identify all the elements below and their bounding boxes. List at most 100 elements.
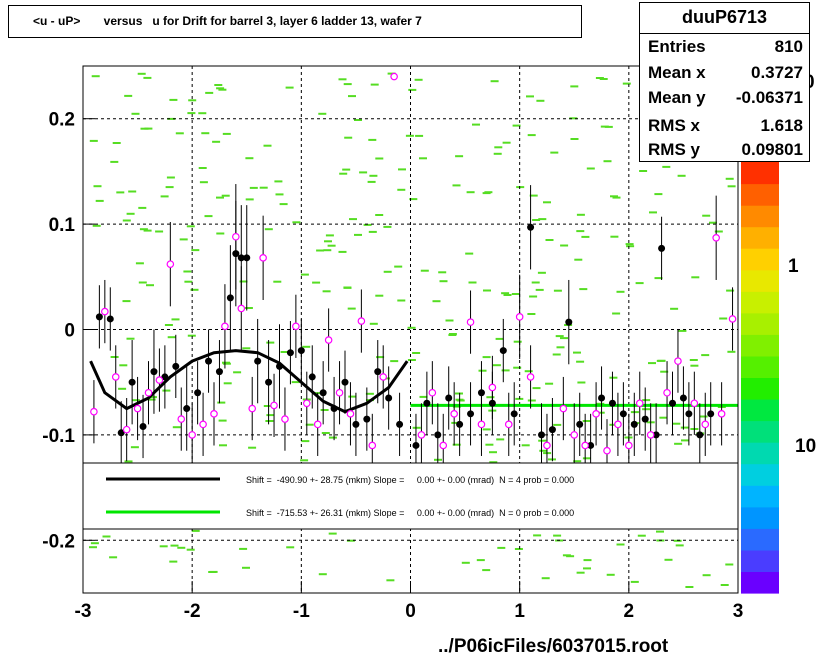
scatter-cell bbox=[642, 399, 651, 402]
data-point-open bbox=[674, 357, 682, 365]
data-point-open bbox=[690, 399, 699, 408]
scatter-cell bbox=[191, 529, 200, 532]
scatter-cell bbox=[138, 281, 147, 284]
data-point-open bbox=[177, 415, 186, 423]
scatter-cell bbox=[496, 438, 505, 441]
data-point-open bbox=[728, 315, 737, 323]
data-point-open bbox=[133, 404, 142, 413]
scatter-cell bbox=[190, 288, 199, 291]
scatter-cell bbox=[538, 439, 547, 442]
data-point-filled bbox=[117, 429, 125, 437]
scatter-cell bbox=[248, 446, 257, 449]
scatter-cell bbox=[266, 414, 275, 417]
scatter-cell bbox=[354, 119, 362, 121]
scatter-cell bbox=[245, 198, 254, 201]
scatter-cell bbox=[143, 76, 152, 79]
scatter-cell bbox=[529, 194, 538, 197]
y-tick-label: 0.1 bbox=[49, 215, 76, 236]
scatter-cell bbox=[672, 422, 681, 425]
data-point-filled bbox=[139, 422, 147, 430]
scatter-cell bbox=[494, 146, 503, 149]
x-tick-label: 1 bbox=[514, 601, 525, 622]
scatter-cell bbox=[318, 112, 327, 115]
scatter-cell bbox=[583, 559, 592, 562]
data-point-filled bbox=[669, 399, 676, 407]
data-point-filled bbox=[456, 420, 464, 428]
data-point-filled bbox=[696, 431, 704, 439]
scatter-cell bbox=[365, 392, 374, 395]
data-point-open bbox=[526, 373, 535, 381]
scatter-cell bbox=[110, 356, 119, 358]
scatter-cell bbox=[630, 580, 639, 583]
data-point-open bbox=[417, 431, 426, 439]
x-tick-label: -3 bbox=[75, 601, 92, 622]
scatter-cell bbox=[167, 336, 176, 339]
scatter-cell bbox=[414, 78, 423, 81]
scatter-cell bbox=[167, 117, 176, 120]
data-point-filled bbox=[352, 420, 360, 428]
scatter-cell bbox=[199, 181, 208, 184]
data-point-open bbox=[155, 376, 164, 384]
palette-band bbox=[741, 355, 779, 378]
scatter-cell bbox=[214, 84, 223, 86]
data-point-filled bbox=[538, 431, 545, 439]
data-point-open bbox=[101, 307, 109, 316]
scatter-cell bbox=[569, 117, 578, 120]
data-point-filled bbox=[423, 399, 431, 407]
scatter-cell bbox=[445, 319, 454, 322]
scatter-cell bbox=[545, 382, 554, 385]
data-point-filled bbox=[276, 362, 283, 370]
footer-filename: ../P06icFiles/6037015.root bbox=[438, 636, 669, 657]
data-point-open bbox=[635, 399, 644, 408]
scatter-cell bbox=[533, 534, 542, 537]
data-point-open bbox=[625, 441, 633, 450]
scatter-cell bbox=[383, 270, 392, 273]
data-point-open bbox=[543, 441, 551, 450]
scatter-cell bbox=[219, 444, 227, 447]
scatter-cell bbox=[659, 416, 668, 419]
scatter-cell bbox=[527, 399, 536, 402]
scatter-cell bbox=[612, 312, 621, 315]
palette-band bbox=[741, 291, 779, 314]
data-point-filled bbox=[679, 394, 687, 402]
scatter-cell bbox=[273, 280, 282, 283]
palette-band bbox=[741, 205, 779, 228]
data-point-open bbox=[166, 260, 175, 268]
y-tick-label: 0 bbox=[64, 321, 75, 342]
scatter-cell bbox=[526, 95, 534, 98]
scatter-cell bbox=[376, 356, 385, 359]
data-point-filled bbox=[385, 394, 393, 402]
scatter-cell bbox=[637, 534, 646, 537]
scatter-cell bbox=[678, 329, 687, 332]
scatter-cell bbox=[300, 273, 309, 276]
scatter-cell bbox=[183, 270, 192, 273]
scatter-cell bbox=[513, 340, 522, 343]
data-point-filled bbox=[243, 254, 251, 262]
data-point-filled bbox=[641, 415, 649, 423]
data-point-open bbox=[614, 420, 622, 429]
stats-separator bbox=[640, 33, 809, 34]
scatter-cell bbox=[375, 294, 384, 297]
scatter-cell bbox=[222, 132, 231, 135]
scatter-cell bbox=[675, 544, 684, 547]
scatter-cell bbox=[407, 359, 416, 361]
data-point-open bbox=[90, 407, 98, 416]
scatter-cell bbox=[128, 190, 137, 193]
scatter-cell bbox=[198, 167, 207, 169]
scatter-cell bbox=[312, 281, 321, 284]
scatter-cell bbox=[576, 230, 585, 233]
data-point-filled bbox=[226, 294, 234, 302]
scatter-cell bbox=[172, 426, 181, 429]
scatter-cell bbox=[186, 225, 195, 228]
palette-band bbox=[741, 420, 779, 443]
scatter-cell bbox=[342, 168, 351, 171]
scatter-cell bbox=[681, 439, 689, 442]
scatter-cell bbox=[135, 262, 144, 265]
data-point-filled bbox=[183, 405, 191, 413]
scatter-cell bbox=[461, 561, 470, 564]
scatter-cell bbox=[314, 392, 323, 395]
scatter-cell bbox=[102, 535, 111, 538]
scatter-cell bbox=[407, 326, 416, 329]
scatter-cell bbox=[468, 281, 477, 284]
scatter-cell bbox=[339, 172, 348, 175]
